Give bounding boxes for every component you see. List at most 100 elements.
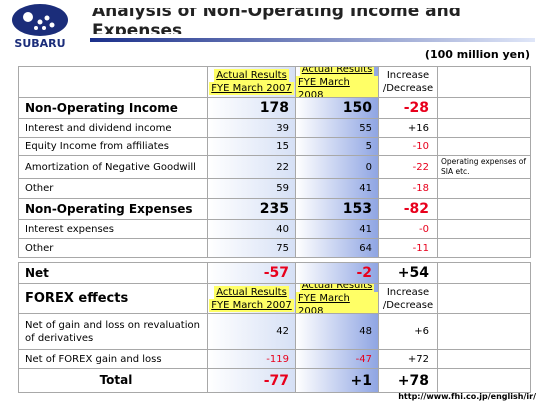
note-cell	[437, 313, 531, 350]
value-cell: 40	[207, 219, 296, 239]
cell-text: 235	[259, 201, 289, 217]
cell-text: 5	[365, 141, 372, 152]
value-cell: +78	[378, 368, 438, 393]
cell-text: Increase	[386, 286, 430, 298]
cell-text: 153	[342, 201, 372, 217]
logo-text: SUBARU	[14, 36, 66, 50]
note-cell	[437, 178, 531, 199]
value-cell: +6	[378, 313, 438, 350]
cell-text: FYE March 2008	[296, 75, 378, 97]
value-cell: 150	[295, 97, 379, 119]
note-cell	[437, 198, 531, 220]
row-label: Interest and dividend income	[18, 118, 208, 138]
cell-text: 39	[276, 122, 289, 134]
note-cell	[437, 137, 531, 156]
note-cell	[437, 238, 531, 258]
cell-text: Other	[25, 183, 54, 194]
note-header	[437, 66, 531, 98]
value-cell: -18	[378, 178, 438, 199]
value-cell: 5	[295, 137, 379, 156]
value-cell: -28	[378, 97, 438, 119]
value-cell: 39	[207, 118, 296, 138]
column-header: Actual Results FYE March 2008	[295, 66, 379, 98]
cell-text: -18	[412, 183, 429, 194]
column-header: Actual Results FYE March 2008	[295, 283, 379, 314]
cell-text: +72	[407, 353, 429, 365]
cell-text: Net of gain and loss on revaluation of d…	[25, 319, 200, 344]
cell-text: -57	[263, 265, 289, 281]
cell-text: -10	[412, 141, 429, 152]
cell-text: +1	[350, 372, 372, 389]
row-label: Net of gain and loss on revaluation of d…	[18, 313, 208, 350]
column-header: Increase/Decrease	[378, 66, 438, 98]
cell-text: Interest expenses	[25, 223, 115, 235]
value-cell: -82	[378, 198, 438, 220]
note-cell	[437, 97, 531, 119]
header-graphics	[12, 4, 535, 42]
cell-text: +16	[407, 122, 429, 134]
cell-text: -47	[355, 353, 372, 365]
cell-text: Total	[99, 373, 133, 387]
cell-text: FYE March 2007	[209, 298, 294, 312]
title-rule	[90, 38, 535, 42]
cell-text: -28	[403, 100, 429, 116]
note-cell	[437, 368, 531, 393]
cell-text: Operating expenses of SIA etc.	[441, 157, 526, 176]
cell-text: -0	[419, 223, 429, 235]
row-label: Net of FOREX gain and loss	[18, 349, 208, 369]
cell-text: +78	[397, 372, 429, 389]
value-cell: 48	[295, 313, 379, 350]
value-cell: +1	[295, 368, 379, 393]
cell-text: 40	[276, 223, 289, 235]
cell-text: Non-Operating Income	[25, 100, 178, 115]
cell-text: FYE March 2008	[296, 292, 378, 313]
row-label: Equity Income from affiliates	[18, 137, 208, 156]
value-cell: -2	[295, 262, 379, 284]
cell-text: 48	[359, 326, 372, 337]
unit-label: (100 million yen)	[424, 47, 530, 61]
cell-text: 59	[276, 183, 289, 194]
cell-text: -11	[412, 242, 429, 254]
cell-text: -2	[356, 265, 372, 281]
value-cell: 235	[207, 198, 296, 220]
cell-text: 75	[276, 242, 289, 254]
value-cell: -11	[378, 238, 438, 258]
value-cell: -10	[378, 137, 438, 156]
note-cell	[437, 262, 531, 284]
value-cell: -47	[295, 349, 379, 369]
note-cell	[437, 118, 531, 138]
cell-text: FOREX effects	[25, 291, 129, 306]
value-cell: -57	[207, 262, 296, 284]
cell-text: Actual Results	[214, 69, 289, 82]
value-cell: 41	[295, 219, 379, 239]
value-cell: 64	[295, 238, 379, 258]
cell-text: 0	[365, 161, 372, 173]
cell-text: 41	[359, 183, 372, 194]
row-label: Interest expenses	[18, 219, 208, 239]
column-header: Actual Results FYE March 2007	[207, 283, 296, 314]
cell-text: 41	[359, 223, 372, 235]
cell-text: +6	[414, 326, 429, 337]
slide-title: Analysis of Non-Operating Income and Exp…	[92, 8, 461, 34]
note-cell	[437, 219, 531, 239]
value-cell: 0	[295, 155, 379, 179]
value-cell: +16	[378, 118, 438, 138]
cell-text: Actual Results	[299, 67, 375, 76]
cell-text: Increase	[386, 70, 430, 81]
cell-text: Actual Results	[214, 285, 289, 299]
cell-text: 22	[276, 161, 289, 173]
cell-text: FYE March 2007	[209, 82, 294, 95]
cell-text: 178	[259, 100, 289, 116]
row-label: Other	[18, 178, 208, 199]
row-label: Amortization of Negative Goodwill	[18, 155, 208, 179]
cell-text: Actual Results	[299, 284, 375, 292]
cell-text: Interest and dividend income	[25, 122, 172, 134]
cell-text: 55	[359, 122, 372, 134]
cell-text: -77	[263, 372, 289, 389]
value-cell: 55	[295, 118, 379, 138]
cell-text: -119	[266, 353, 289, 365]
cell-text: Equity Income from affiliates	[25, 141, 169, 152]
logo-stars	[23, 12, 55, 30]
cell-text: +54	[397, 265, 429, 281]
